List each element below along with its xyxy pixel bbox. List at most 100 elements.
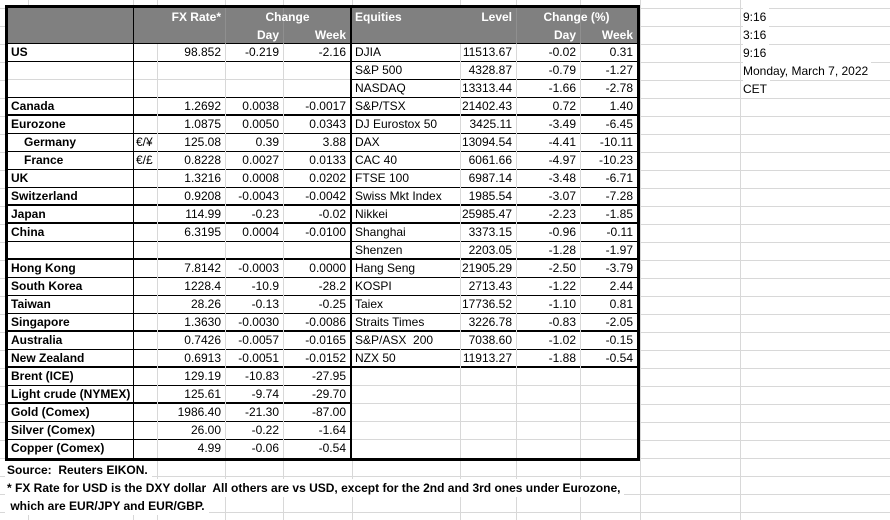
fx-day-header[interactable]: Day <box>256 28 279 42</box>
fx-day-change-cell[interactable]: -0.0057 <box>238 333 279 347</box>
fx-name-cell[interactable]: Germany <box>24 135 77 149</box>
fx-pair-symbol-cell[interactable] <box>133 224 157 241</box>
time-cell[interactable]: 9:16 <box>743 44 770 62</box>
fx-pair-symbol-cell[interactable] <box>133 386 157 402</box>
equity-day-change-cell[interactable]: -3.49 <box>548 117 576 131</box>
fx-change-header[interactable]: Change <box>265 10 310 24</box>
fx-rate-cell[interactable]: 114.99 <box>185 207 221 221</box>
fx-rate-header[interactable]: FX Rate* <box>171 10 221 24</box>
fx-rate-cell[interactable]: 26.00 <box>190 423 221 437</box>
fx-week-change-cell[interactable]: -0.54 <box>318 441 346 455</box>
equity-name-cell[interactable] <box>352 368 460 385</box>
equities-day-header[interactable]: Day <box>553 28 576 42</box>
equity-week-change-cell[interactable]: -7.28 <box>605 189 633 203</box>
fx-rate-cell[interactable]: 125.08 <box>184 135 221 149</box>
equity-level-cell[interactable]: 13094.54 <box>461 135 512 149</box>
fx-week-change-cell[interactable]: 0.0133 <box>309 153 346 167</box>
fx-day-change-cell[interactable]: 0.0038 <box>242 99 279 113</box>
equity-level-cell[interactable]: 2713.43 <box>468 279 512 293</box>
equity-week-change-cell[interactable] <box>580 368 637 385</box>
fx-name-cell[interactable]: New Zealand <box>11 351 85 365</box>
equity-week-change-cell[interactable]: -10.23 <box>598 153 633 167</box>
time-cell[interactable]: 3:16 <box>743 26 770 44</box>
equity-day-change-cell[interactable]: 0.72 <box>552 99 576 113</box>
footnote-cell-1[interactable]: * FX Rate for USD is the DXY dollar All … <box>5 479 625 497</box>
fx-rate-cell[interactable] <box>157 242 225 258</box>
equity-day-change-cell[interactable] <box>516 440 580 458</box>
equity-level-cell[interactable]: 6061.66 <box>468 153 512 167</box>
fx-pair-symbol-cell[interactable]: €/¥ <box>136 135 153 149</box>
fx-week-change-cell[interactable]: 0.0202 <box>309 171 346 185</box>
fx-week-change-cell[interactable]: -0.0017 <box>305 99 346 113</box>
equity-level-cell[interactable]: 17736.52 <box>461 297 512 311</box>
fx-pair-symbol-cell[interactable] <box>133 188 157 204</box>
source-cell[interactable]: Source: Reuters EIKON. <box>5 461 152 479</box>
equity-day-change-cell[interactable]: -1.10 <box>548 297 576 311</box>
fx-week-change-cell[interactable]: -0.0152 <box>305 351 346 365</box>
fx-day-change-cell[interactable]: -10.83 <box>244 369 279 383</box>
equity-week-change-cell[interactable]: 0.81 <box>609 297 633 311</box>
equity-day-change-cell[interactable]: -2.50 <box>548 261 576 275</box>
equity-day-change-cell[interactable]: -0.96 <box>548 225 576 239</box>
fx-rate-cell[interactable]: 1228.4 <box>184 279 221 293</box>
fx-week-change-cell[interactable]: -28.2 <box>318 279 346 293</box>
equity-day-change-cell[interactable]: -1.66 <box>548 81 576 95</box>
equity-name-cell[interactable] <box>352 404 460 421</box>
fx-day-change-cell[interactable]: 0.0004 <box>242 225 279 239</box>
fx-rate-cell[interactable]: 1.3216 <box>184 171 221 185</box>
equity-name-cell[interactable]: NASDAQ <box>355 81 406 95</box>
equity-name-cell[interactable]: Taiex <box>355 297 384 311</box>
fx-week-change-cell[interactable]: 0.0000 <box>309 261 346 275</box>
equity-day-change-cell[interactable]: -0.02 <box>548 45 576 59</box>
fx-week-change-cell[interactable]: 0.0343 <box>309 117 346 131</box>
equity-week-change-cell[interactable]: -6.45 <box>605 117 633 131</box>
equity-level-cell[interactable]: 3226.78 <box>468 315 512 329</box>
fx-week-change-cell[interactable]: -87.00 <box>311 405 346 419</box>
equity-week-change-cell[interactable] <box>580 440 637 458</box>
fx-name-cell[interactable]: South Korea <box>11 279 83 293</box>
equity-name-cell[interactable]: NZX 50 <box>355 351 396 365</box>
fx-pair-symbol-cell[interactable] <box>133 296 157 313</box>
equity-name-cell[interactable]: Swiss Mkt Index <box>355 189 442 203</box>
fx-name-cell[interactable]: UK <box>11 171 29 185</box>
fx-rate-cell[interactable]: 125.61 <box>184 387 221 401</box>
fx-week-change-cell[interactable]: -0.0086 <box>305 315 346 329</box>
equity-level-cell[interactable] <box>460 368 516 385</box>
fx-rate-cell[interactable] <box>157 80 225 97</box>
fx-week-change-cell[interactable]: -0.0042 <box>305 189 346 203</box>
fx-day-change-cell[interactable] <box>225 242 283 258</box>
fx-rate-cell[interactable]: 4.99 <box>197 441 221 455</box>
equity-week-change-cell[interactable]: -2.78 <box>605 81 633 95</box>
equity-level-cell[interactable] <box>460 440 516 458</box>
fx-name-cell[interactable]: Brent (ICE) <box>11 369 74 383</box>
equity-week-change-cell[interactable]: -1.97 <box>605 243 633 257</box>
fx-day-change-cell[interactable]: -0.0030 <box>238 315 279 329</box>
equities-change-header[interactable]: Change (%) <box>543 10 610 24</box>
fx-day-change-cell[interactable]: -10.9 <box>251 279 279 293</box>
equity-name-cell[interactable]: Hang Seng <box>355 261 416 275</box>
fx-rate-cell[interactable]: 0.7426 <box>184 333 221 347</box>
fx-day-change-cell[interactable]: -0.0003 <box>238 261 279 275</box>
equity-name-cell[interactable]: S&P 500 <box>355 63 403 77</box>
fx-pair-symbol-cell[interactable] <box>133 350 157 366</box>
fx-week-change-cell[interactable] <box>283 242 350 258</box>
equities-header[interactable]: Equities <box>355 10 402 24</box>
equity-name-cell[interactable]: DAX <box>355 135 380 149</box>
fx-day-change-cell[interactable]: 0.0008 <box>242 171 279 185</box>
equity-name-cell[interactable]: Straits Times <box>355 315 425 329</box>
equity-week-change-cell[interactable]: -3.79 <box>605 261 633 275</box>
equity-level-cell[interactable]: 21402.43 <box>461 99 512 113</box>
fx-day-change-cell[interactable]: -0.22 <box>251 423 279 437</box>
equity-day-change-cell[interactable] <box>516 368 580 385</box>
equity-week-change-cell[interactable] <box>580 422 637 439</box>
fx-pair-symbol-cell[interactable] <box>133 278 157 295</box>
fx-week-change-cell[interactable] <box>283 62 350 79</box>
fx-rate-cell[interactable]: 98.852 <box>184 45 221 59</box>
fx-pair-symbol-cell[interactable] <box>133 368 157 385</box>
equity-level-cell[interactable]: 13313.44 <box>461 81 512 95</box>
equity-day-change-cell[interactable]: -1.28 <box>548 243 576 257</box>
fx-rate-cell[interactable]: 129.19 <box>184 369 221 383</box>
fx-pair-symbol-cell[interactable] <box>133 98 157 114</box>
fx-day-change-cell[interactable]: -0.06 <box>251 441 279 455</box>
fx-day-change-cell[interactable]: -0.219 <box>244 45 279 59</box>
